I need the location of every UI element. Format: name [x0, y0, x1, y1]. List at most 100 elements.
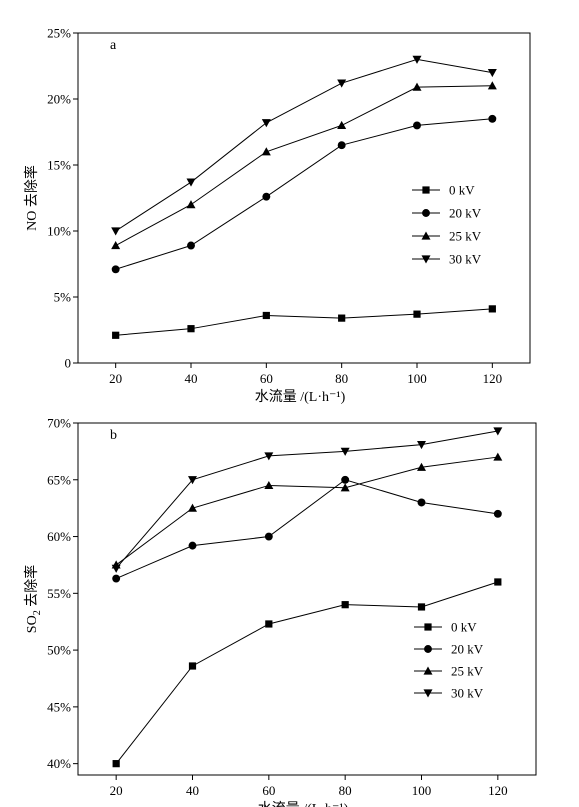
- series-line: [115, 118, 493, 270]
- chart-panel-b: 20 40 60 80 100 120 40% 45% 50% 55% 60% 65% 70% b 水流量 …: [23, 416, 537, 807]
- legend-marker: [423, 666, 433, 675]
- data-point: [337, 120, 347, 129]
- data-point: [187, 325, 195, 333]
- data-point: [264, 452, 274, 461]
- series-30-kv: [111, 55, 497, 236]
- series-line: [115, 479, 498, 580]
- data-point: [417, 440, 426, 450]
- series-line: [115, 456, 498, 566]
- y-tick-label: 15%: [47, 158, 71, 173]
- legend-marker: [424, 623, 432, 631]
- data-point: [337, 141, 346, 150]
- y-tick-label: 45%: [47, 699, 71, 714]
- data-point: [188, 541, 197, 550]
- data-point: [265, 620, 273, 628]
- series-20-kv: [112, 475, 502, 583]
- data-point: [488, 114, 497, 123]
- series-line: [115, 308, 493, 336]
- x-tick-label: 60: [262, 783, 275, 798]
- data-point: [417, 498, 426, 507]
- data-point: [338, 314, 346, 322]
- data-point: [493, 452, 503, 461]
- x-tick-label: 40: [186, 783, 199, 798]
- legend-label: 20 kV: [451, 642, 484, 657]
- x-tick-label: 40: [185, 371, 198, 386]
- data-point: [340, 483, 350, 492]
- data-point: [488, 305, 496, 313]
- data-point: [262, 311, 270, 320]
- data-point: [413, 310, 421, 318]
- data-point: [341, 475, 350, 484]
- data-point: [112, 760, 120, 768]
- data-point: [487, 81, 497, 90]
- x-tick-label: 20: [110, 783, 123, 798]
- legend-label: 25 kV: [449, 229, 482, 244]
- data-point: [111, 265, 120, 274]
- y-axis-title-subscript: 2: [32, 610, 43, 615]
- x-tick-label: 100: [407, 371, 427, 386]
- y-axis-title-rest: 去除率: [23, 565, 40, 611]
- data-point: [111, 564, 121, 573]
- data-point: [111, 241, 121, 250]
- data-point: [493, 427, 503, 436]
- legend-label: 0 kV: [449, 183, 475, 198]
- legend-label: 25 kV: [451, 664, 484, 679]
- legend-label: 20 kV: [449, 206, 482, 221]
- legend-label: 30 kV: [449, 252, 482, 267]
- legend-marker: [424, 645, 432, 653]
- panel-label: a: [110, 38, 117, 53]
- y-tick-label: 50%: [47, 643, 71, 658]
- data-point: [186, 178, 196, 187]
- series-30-kv: [111, 427, 503, 573]
- plot-frame: [77, 422, 537, 776]
- x-tick-label: 60: [260, 371, 273, 386]
- legend-marker: [421, 255, 431, 264]
- y-tick-label: 20%: [47, 92, 71, 107]
- x-tick-label: 100: [412, 783, 432, 798]
- data-point: [337, 79, 347, 88]
- x-tick-label: 120: [488, 783, 508, 798]
- x-tick-label: 20: [109, 371, 122, 386]
- y-tick-label: 0: [65, 356, 72, 371]
- data-point: [264, 532, 273, 541]
- series-line: [115, 430, 498, 569]
- x-axis-title: 水流量 /(L·h⁻¹): [255, 389, 346, 405]
- plot-frame: [77, 32, 531, 364]
- series-0-kv: [112, 578, 502, 768]
- y-tick-label: 10%: [47, 224, 71, 239]
- legend-label: 30 kV: [451, 686, 484, 701]
- y-tick-label: 65%: [47, 472, 71, 487]
- chart-panel-a: 20 40 60 80 100 120 0 5% 10% 15% 20% 25% a 水流量 /(L·h⁻…: [23, 26, 531, 405]
- data-point: [186, 200, 196, 209]
- data-point: [493, 509, 502, 518]
- data-point: [112, 331, 120, 339]
- legend-marker: [422, 186, 430, 194]
- legend-label: 0 kV: [451, 620, 477, 635]
- series-line: [115, 85, 493, 246]
- legend-marker: [422, 209, 430, 217]
- data-point: [341, 601, 349, 609]
- data-point: [417, 603, 426, 611]
- data-point: [264, 480, 274, 490]
- data-point: [412, 55, 422, 64]
- x-axis-title: 水流量 /(L·h⁻¹): [258, 801, 349, 807]
- legend-marker: [421, 231, 431, 240]
- data-point: [340, 447, 350, 456]
- y-axis-title-main: SO: [25, 615, 40, 633]
- x-tick-label: 80: [335, 371, 348, 386]
- y-tick-label: 5%: [54, 290, 72, 305]
- series-25-kv: [111, 81, 497, 250]
- data-point: [261, 147, 271, 156]
- y-tick-label: 60%: [47, 529, 71, 544]
- series-25-kv: [111, 452, 503, 569]
- data-point: [417, 462, 426, 471]
- data-point: [188, 503, 197, 512]
- data-point: [262, 192, 271, 201]
- series-0-kv: [112, 305, 496, 339]
- data-point: [188, 476, 197, 485]
- x-tick-label: 120: [483, 371, 503, 386]
- series-20-kv: [111, 114, 497, 274]
- data-point: [487, 69, 497, 78]
- y-tick-label: 40%: [47, 756, 71, 771]
- y-tick-label: 55%: [47, 586, 71, 601]
